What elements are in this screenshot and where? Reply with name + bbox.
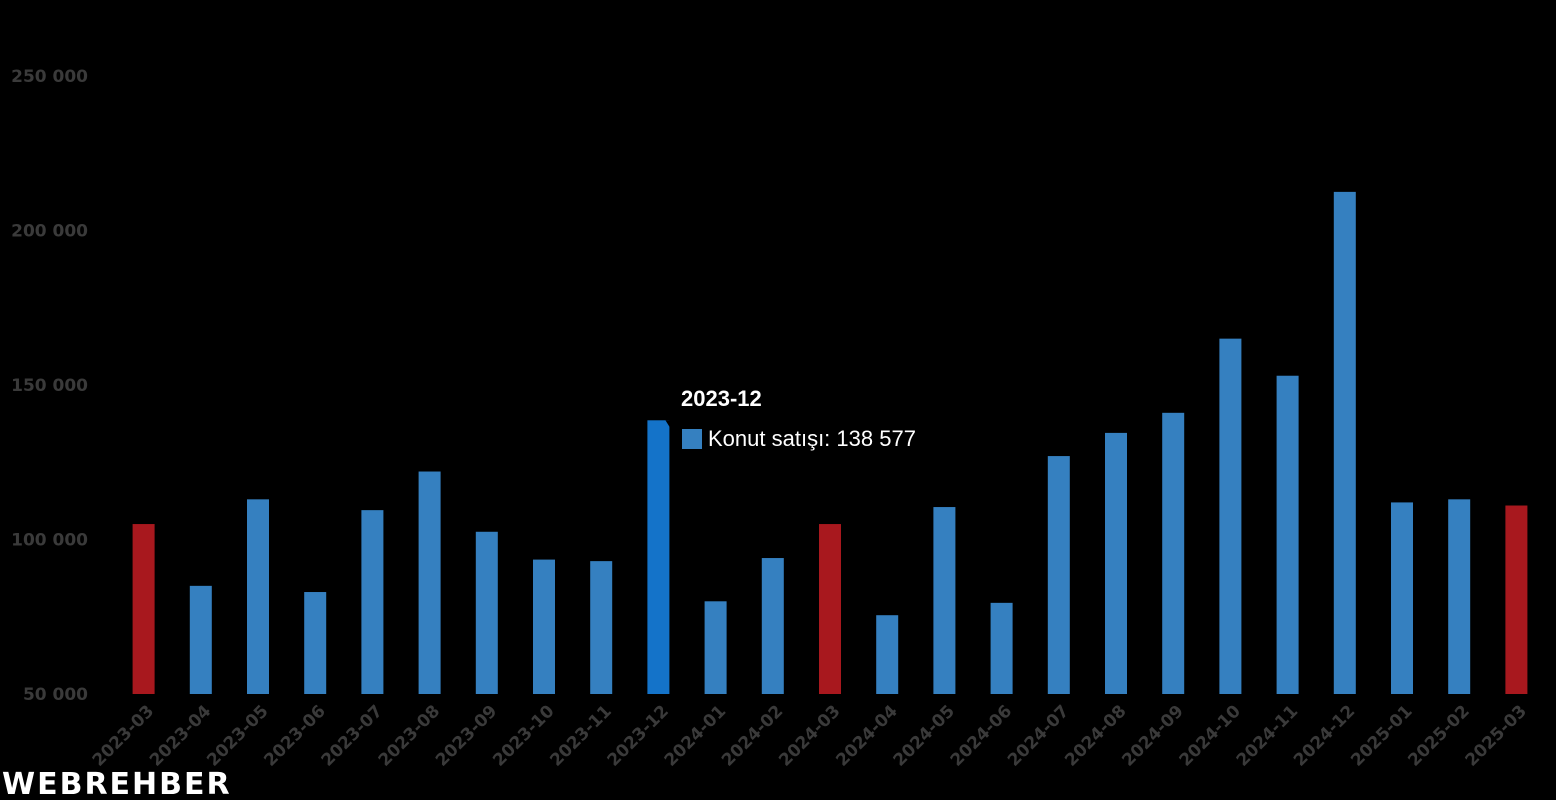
tooltip-pointer bbox=[665, 420, 671, 429]
x-tick-label: 2023-09 bbox=[432, 701, 501, 770]
x-tick-label: 2025-03 bbox=[1462, 701, 1531, 770]
x-tick-label: 2024-12 bbox=[1290, 701, 1359, 770]
y-axis: 50 000 100 000 150 000 200 000 250 000 bbox=[11, 67, 88, 705]
tooltip-series-swatch bbox=[682, 429, 702, 449]
bar-2024-04[interactable] bbox=[876, 615, 899, 694]
x-tick-label: 2024-04 bbox=[832, 701, 901, 770]
bar-2024-09[interactable] bbox=[1162, 412, 1185, 694]
x-tick-label: 2025-01 bbox=[1347, 701, 1416, 770]
bar-2024-10[interactable] bbox=[1219, 338, 1242, 694]
tooltip: 2023-12 Konut satışı: 138 577 bbox=[672, 383, 916, 453]
y-tick-label: 150 000 bbox=[11, 376, 88, 396]
x-tick-label: 2023-03 bbox=[89, 701, 158, 770]
bar-2023-10[interactable] bbox=[533, 559, 555, 694]
bar-2023-05[interactable] bbox=[247, 499, 269, 694]
bar-2024-08[interactable] bbox=[1105, 432, 1127, 694]
webrehber-logo: WEBREHBER bbox=[2, 768, 232, 800]
x-tick-label: 2023-12 bbox=[604, 701, 673, 770]
bars-group bbox=[132, 191, 1528, 694]
x-tick-label: 2023-06 bbox=[260, 701, 329, 770]
bar-2023-03[interactable] bbox=[132, 524, 155, 694]
x-tick-label: 2023-07 bbox=[318, 701, 387, 770]
y-tick-label: 250 000 bbox=[11, 67, 88, 87]
bar-2024-06[interactable] bbox=[990, 602, 1013, 694]
bar-2025-02[interactable] bbox=[1448, 499, 1471, 694]
bar-2023-11[interactable] bbox=[590, 561, 613, 694]
x-tick-label: 2023-11 bbox=[546, 701, 615, 770]
bar-2023-08[interactable] bbox=[418, 471, 441, 694]
bar-2023-06[interactable] bbox=[304, 592, 327, 694]
x-tick-label: 2024-07 bbox=[1004, 701, 1073, 770]
bar-2023-04[interactable] bbox=[189, 585, 212, 694]
tooltip-title: 2023-12 bbox=[681, 386, 762, 411]
bar-2024-05[interactable] bbox=[933, 507, 956, 694]
x-axis: 2023-032023-042023-052023-062023-072023-… bbox=[89, 701, 1531, 770]
x-tick-label: 2024-11 bbox=[1233, 701, 1302, 770]
bar-2023-09[interactable] bbox=[475, 531, 498, 694]
logo-text: WEBREHBER bbox=[2, 767, 232, 800]
bar-2023-07[interactable] bbox=[361, 510, 384, 694]
x-tick-label: 2023-10 bbox=[489, 701, 558, 770]
bar-2025-03[interactable] bbox=[1505, 505, 1528, 694]
x-tick-label: 2024-08 bbox=[1061, 701, 1130, 770]
tooltip-series-row: Konut satışı: 138 577 bbox=[682, 425, 916, 453]
bar-2024-11[interactable] bbox=[1276, 375, 1299, 694]
bar-2024-03[interactable] bbox=[819, 524, 841, 694]
x-tick-label: 2024-05 bbox=[890, 701, 959, 770]
x-tick-label: 2024-03 bbox=[775, 701, 844, 770]
bar-2024-01[interactable] bbox=[704, 601, 727, 694]
tooltip-series-label: Konut satışı: 138 577 bbox=[708, 426, 916, 451]
x-tick-label: 2024-09 bbox=[1118, 701, 1187, 770]
x-tick-label: 2025-02 bbox=[1404, 701, 1473, 770]
x-tick-label: 2023-05 bbox=[203, 701, 272, 770]
y-tick-label: 50 000 bbox=[23, 685, 88, 705]
bar-2024-02[interactable] bbox=[761, 558, 784, 694]
x-tick-label: 2024-01 bbox=[661, 701, 730, 770]
x-tick-label: 2024-10 bbox=[1176, 701, 1245, 770]
x-tick-label: 2024-02 bbox=[718, 701, 787, 770]
y-tick-label: 100 000 bbox=[11, 531, 88, 551]
x-tick-label: 2024-06 bbox=[947, 701, 1016, 770]
y-tick-label: 200 000 bbox=[11, 222, 88, 242]
bar-2024-12[interactable] bbox=[1333, 191, 1356, 694]
bar-2024-07[interactable] bbox=[1047, 456, 1070, 694]
x-tick-label: 2023-04 bbox=[146, 701, 215, 770]
x-tick-label: 2023-08 bbox=[375, 701, 444, 770]
bar-2023-12[interactable] bbox=[647, 420, 670, 694]
bar-2025-01[interactable] bbox=[1391, 502, 1413, 694]
